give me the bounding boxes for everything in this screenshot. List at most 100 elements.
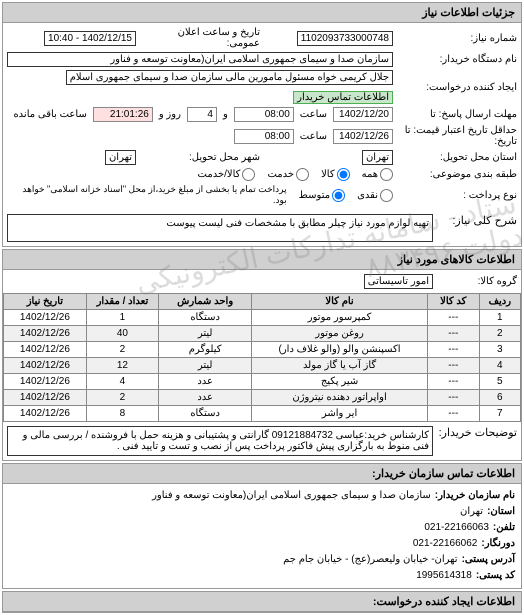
c-postcode-value: 1995614318 bbox=[416, 568, 472, 584]
c-fax-value: 021-22166062 bbox=[413, 536, 478, 552]
validity-time-input[interactable] bbox=[234, 129, 294, 144]
table-cell: 1 bbox=[479, 310, 520, 326]
announce-label: تاریخ و ساعت اعلان عمومی: bbox=[140, 27, 260, 49]
need-desc-label: شرح کلی نیاز: bbox=[437, 214, 517, 227]
table-cell: 5 bbox=[479, 374, 520, 390]
table-cell: دستگاه bbox=[159, 406, 252, 422]
table-cell: 7 bbox=[479, 406, 520, 422]
c-province-label: استان: bbox=[487, 504, 515, 520]
city-value: تهران bbox=[7, 150, 136, 165]
table-cell: 1402/12/26 bbox=[4, 326, 87, 342]
table-row[interactable]: 3---اکسپنشن والو (والو غلاف دار)کیلوگرم2… bbox=[4, 342, 521, 358]
radio-goods-service[interactable]: کالا/خدمت bbox=[198, 168, 256, 181]
table-header: کد کالا bbox=[427, 294, 479, 310]
table-cell: روغن موتور bbox=[252, 326, 428, 342]
table-cell: 12 bbox=[86, 358, 158, 374]
table-cell: 1402/12/26 bbox=[4, 310, 87, 326]
requester-label: ایجاد کننده درخواست: bbox=[397, 82, 517, 93]
radio-goods-input[interactable] bbox=[337, 168, 350, 181]
validity-row: ساعت bbox=[7, 129, 393, 144]
requester-box: جلال کریمی خواه مسئول مامورین مالی سازما… bbox=[66, 70, 393, 85]
requester-info-title: اطلاعات ایجاد کننده درخواست: bbox=[3, 592, 521, 612]
contact-block: نام سازمان خریدار:سازمان صدا و سیمای جمه… bbox=[3, 484, 521, 588]
table-cell: 2 bbox=[86, 342, 158, 358]
c-postal-value: تهران- خیابان ولیعصر(عج) - خیابان جام جم bbox=[283, 552, 457, 568]
table-cell: 4 bbox=[479, 358, 520, 374]
validity-date-input[interactable] bbox=[333, 129, 393, 144]
radio-medium-label: متوسط bbox=[299, 190, 330, 201]
contact-buyer-badge[interactable]: اطلاعات تماس خریدار bbox=[293, 91, 393, 104]
table-cell: 1402/12/26 bbox=[4, 358, 87, 374]
radio-goods[interactable]: کالا bbox=[321, 168, 350, 181]
table-cell: گاز آب یا گاز مولد bbox=[252, 358, 428, 374]
city-label: شهر محل تحویل: bbox=[140, 152, 260, 163]
radio-service-input[interactable] bbox=[296, 168, 309, 181]
table-cell: --- bbox=[427, 358, 479, 374]
radio-medium[interactable]: متوسط bbox=[299, 189, 345, 202]
table-row[interactable]: 7---ایر واشردستگاه81402/12/26 bbox=[4, 406, 521, 422]
table-cell: 4 bbox=[86, 374, 158, 390]
page-container: ستاد - سامانه تدارکات الکترونیکی دولت ۸۸… bbox=[0, 2, 524, 613]
goods-panel-title: اطلاعات کالاهای مورد نیاز bbox=[3, 250, 521, 270]
radio-goods-service-input[interactable] bbox=[242, 168, 255, 181]
radio-all-input[interactable] bbox=[380, 168, 393, 181]
table-row[interactable]: 4---گاز آب یا گاز مولدلیتر121402/12/26 bbox=[4, 358, 521, 374]
contact-panel-title: اطلاعات تماس سازمان خریدار: bbox=[3, 464, 521, 484]
radio-cash[interactable]: نقدی bbox=[357, 189, 393, 202]
goods-table-body: 1---کمپرسور موتوردستگاه11402/12/262---رو… bbox=[4, 310, 521, 422]
table-cell: --- bbox=[427, 406, 479, 422]
table-cell: شیر پکیج bbox=[252, 374, 428, 390]
table-cell: --- bbox=[427, 374, 479, 390]
buyer-desc-label: توضیحات خریدار: bbox=[437, 426, 517, 439]
radio-all[interactable]: همه bbox=[362, 168, 393, 181]
table-cell: عدد bbox=[159, 374, 252, 390]
goods-group-row: گروه کالا: امور تاسیساتی bbox=[3, 270, 521, 293]
remain-days-input[interactable] bbox=[187, 107, 217, 122]
deadline-date-input[interactable] bbox=[333, 107, 393, 122]
and-label: و bbox=[223, 109, 228, 120]
table-cell: دستگاه bbox=[159, 310, 252, 326]
table-cell: --- bbox=[427, 390, 479, 406]
time-label-2: ساعت bbox=[300, 131, 327, 142]
table-row[interactable]: 6---اواپراتور دهنده نیتروژنعدد21402/12/2… bbox=[4, 390, 521, 406]
radio-service[interactable]: خدمت bbox=[267, 168, 309, 181]
deadline-time-input[interactable] bbox=[234, 107, 294, 122]
remain-label: ساعت باقی مانده bbox=[13, 109, 86, 120]
table-cell: 6 bbox=[479, 390, 520, 406]
table-cell: 1402/12/26 bbox=[4, 342, 87, 358]
table-cell: ایر واشر bbox=[252, 406, 428, 422]
radio-goods-service-label: کالا/خدمت bbox=[198, 169, 241, 180]
table-cell: 1402/12/26 bbox=[4, 374, 87, 390]
table-cell: 8 bbox=[86, 406, 158, 422]
table-cell: لیتر bbox=[159, 358, 252, 374]
need-desc-row: شرح کلی نیاز: تهیه لوازم مورد نیاز چیلر … bbox=[3, 210, 521, 246]
table-row[interactable]: 5---شیر پکیجعدد41402/12/26 bbox=[4, 374, 521, 390]
day-label: روز و bbox=[159, 109, 181, 120]
need-details-panel: جزئیات اطلاعات نیاز شماره نیاز: 11020937… bbox=[2, 2, 522, 247]
c-tel-label: تلفن: bbox=[493, 520, 515, 536]
radio-medium-input[interactable] bbox=[332, 189, 345, 202]
deadline-label: مهلت ارسال پاسخ: تا bbox=[397, 109, 517, 120]
need-number-value: 1102093733000748 bbox=[264, 31, 393, 46]
requester-row: جلال کریمی خواه مسئول مامورین مالی سازما… bbox=[7, 70, 393, 104]
need-number-box: 1102093733000748 bbox=[297, 31, 393, 46]
announce-value: 1402/12/15 - 10:40 bbox=[7, 31, 136, 46]
need-desc-box: تهیه لوازم مورد نیاز چیلر مطابق با مشخصا… bbox=[7, 214, 433, 242]
table-cell: عدد bbox=[159, 390, 252, 406]
goods-group-value: امور تاسیساتی bbox=[7, 274, 433, 289]
table-row[interactable]: 1---کمپرسور موتوردستگاه11402/12/26 bbox=[4, 310, 521, 326]
table-cell: --- bbox=[427, 326, 479, 342]
table-cell: 1402/12/26 bbox=[4, 390, 87, 406]
table-cell: 1402/12/26 bbox=[4, 406, 87, 422]
table-row[interactable]: 2---روغن موتورلیتر401402/12/26 bbox=[4, 326, 521, 342]
goods-group-box: امور تاسیساتی bbox=[364, 274, 433, 289]
radio-cash-label: نقدی bbox=[357, 190, 378, 201]
c-postal-label: آدرس پستی: bbox=[462, 552, 515, 568]
table-cell: کیلوگرم bbox=[159, 342, 252, 358]
radio-cash-input[interactable] bbox=[380, 189, 393, 202]
requester-info-panel: اطلاعات ایجاد کننده درخواست: bbox=[2, 591, 522, 613]
radio-service-label: خدمت bbox=[267, 169, 294, 180]
remain-time-input[interactable] bbox=[93, 107, 153, 122]
radio-goods-label: کالا bbox=[321, 169, 335, 180]
buyer-desc-box: کارشناس خرید:عباسی 09121884732 گارانتی و… bbox=[7, 426, 433, 456]
